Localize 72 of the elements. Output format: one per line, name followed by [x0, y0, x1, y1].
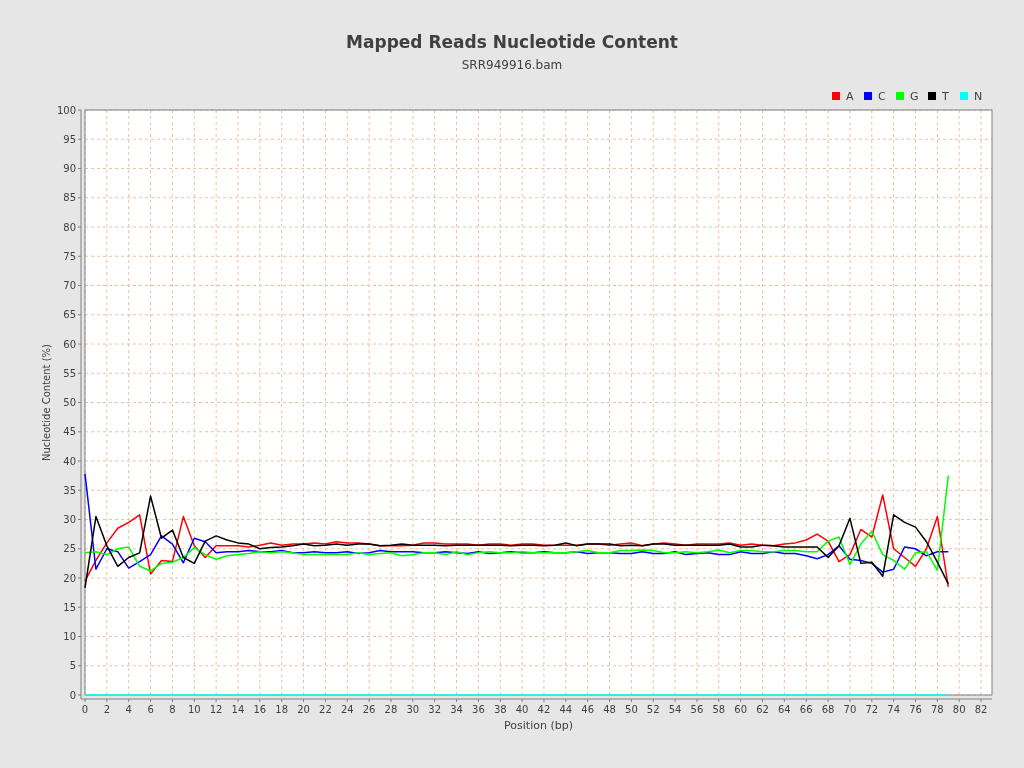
x-tick-label: 26	[362, 704, 376, 715]
x-tick-label: 14	[231, 704, 245, 715]
x-tick-label: 76	[909, 704, 922, 715]
x-tick-label: 38	[493, 704, 507, 715]
x-tick-label: 18	[275, 704, 289, 715]
y-tick-label: 15	[63, 601, 76, 613]
x-tick-label: 16	[253, 704, 267, 715]
x-tick-label: 48	[603, 704, 616, 715]
y-tick-label: 50	[63, 397, 76, 408]
x-tick-label: 22	[319, 704, 332, 715]
x-tick-label: 36	[472, 704, 485, 715]
x-tick-label: 46	[581, 704, 595, 715]
y-tick-label: 90	[63, 163, 76, 174]
x-tick-label: 4	[125, 704, 132, 715]
x-tick-label: 80	[952, 704, 966, 715]
y-tick-label: 55	[63, 367, 76, 379]
legend-label: C	[878, 90, 886, 103]
x-tick-label: 12	[209, 704, 223, 715]
y-tick-label: 0	[69, 689, 76, 701]
x-tick-label: 32	[428, 704, 442, 715]
x-tick-label: 60	[734, 704, 748, 715]
x-tick-label: 66	[799, 704, 813, 715]
y-tick-label: 40	[63, 455, 76, 467]
x-tick-label: 82	[974, 704, 988, 715]
x-tick-label: 30	[406, 704, 420, 715]
x-tick-label: 54	[668, 704, 682, 715]
x-tick-label: 50	[625, 704, 638, 715]
x-tick-label: 28	[384, 704, 398, 715]
x-tick-label: 72	[865, 704, 879, 715]
x-tick-label: 58	[712, 704, 726, 715]
y-tick-label: 95	[63, 133, 76, 145]
chart-title: Mapped Reads Nucleotide Content	[346, 32, 678, 52]
x-tick-label: 6	[147, 704, 154, 715]
x-tick-label: 0	[81, 704, 89, 715]
legend-label: N	[974, 90, 983, 103]
y-tick-label: 75	[63, 250, 76, 262]
x-tick-label: 8	[169, 704, 176, 715]
legend-label: T	[941, 90, 949, 103]
chart-subtitle: SRR949916.bam	[461, 58, 563, 72]
x-tick-label: 52	[646, 704, 660, 715]
x-tick-label: 42	[537, 704, 551, 715]
x-tick-label: 56	[690, 704, 704, 715]
y-tick-label: 80	[63, 221, 76, 233]
y-tick-label: 20	[63, 572, 76, 584]
legend-label: G	[910, 90, 919, 103]
y-tick-label: 35	[63, 484, 76, 496]
x-axis-title: Position (bp)	[504, 719, 573, 732]
x-tick-label: 64	[778, 704, 791, 715]
x-tick-label: 20	[297, 704, 310, 715]
x-tick-label: 40	[515, 704, 529, 715]
legend-label: A	[846, 90, 854, 103]
x-tick-label: 78	[930, 704, 944, 715]
x-tick-label: 44	[559, 704, 573, 715]
x-tick-label: 62	[756, 704, 769, 715]
y-tick-label: 5	[69, 660, 76, 672]
y-tick-label: 10	[63, 631, 76, 642]
x-tick-label: 70	[843, 704, 857, 715]
y-tick-label: 25	[63, 543, 76, 555]
y-tick-label: 100	[56, 104, 76, 116]
y-tick-label: 85	[63, 192, 76, 204]
x-tick-label: 34	[450, 704, 463, 715]
y-tick-label: 70	[63, 280, 76, 291]
x-tick-label: 24	[340, 704, 354, 715]
y-tick-label: 45	[63, 426, 76, 438]
y-tick-label: 60	[63, 338, 76, 350]
y-tick-label: 30	[63, 514, 76, 525]
x-tick-label: 68	[821, 704, 835, 715]
x-tick-label: 2	[103, 704, 111, 715]
y-axis-title: Nucleotide Content (%)	[41, 343, 52, 461]
x-tick-label: 10	[187, 704, 201, 715]
x-tick-label: 74	[887, 704, 901, 715]
y-tick-label: 65	[63, 309, 76, 321]
